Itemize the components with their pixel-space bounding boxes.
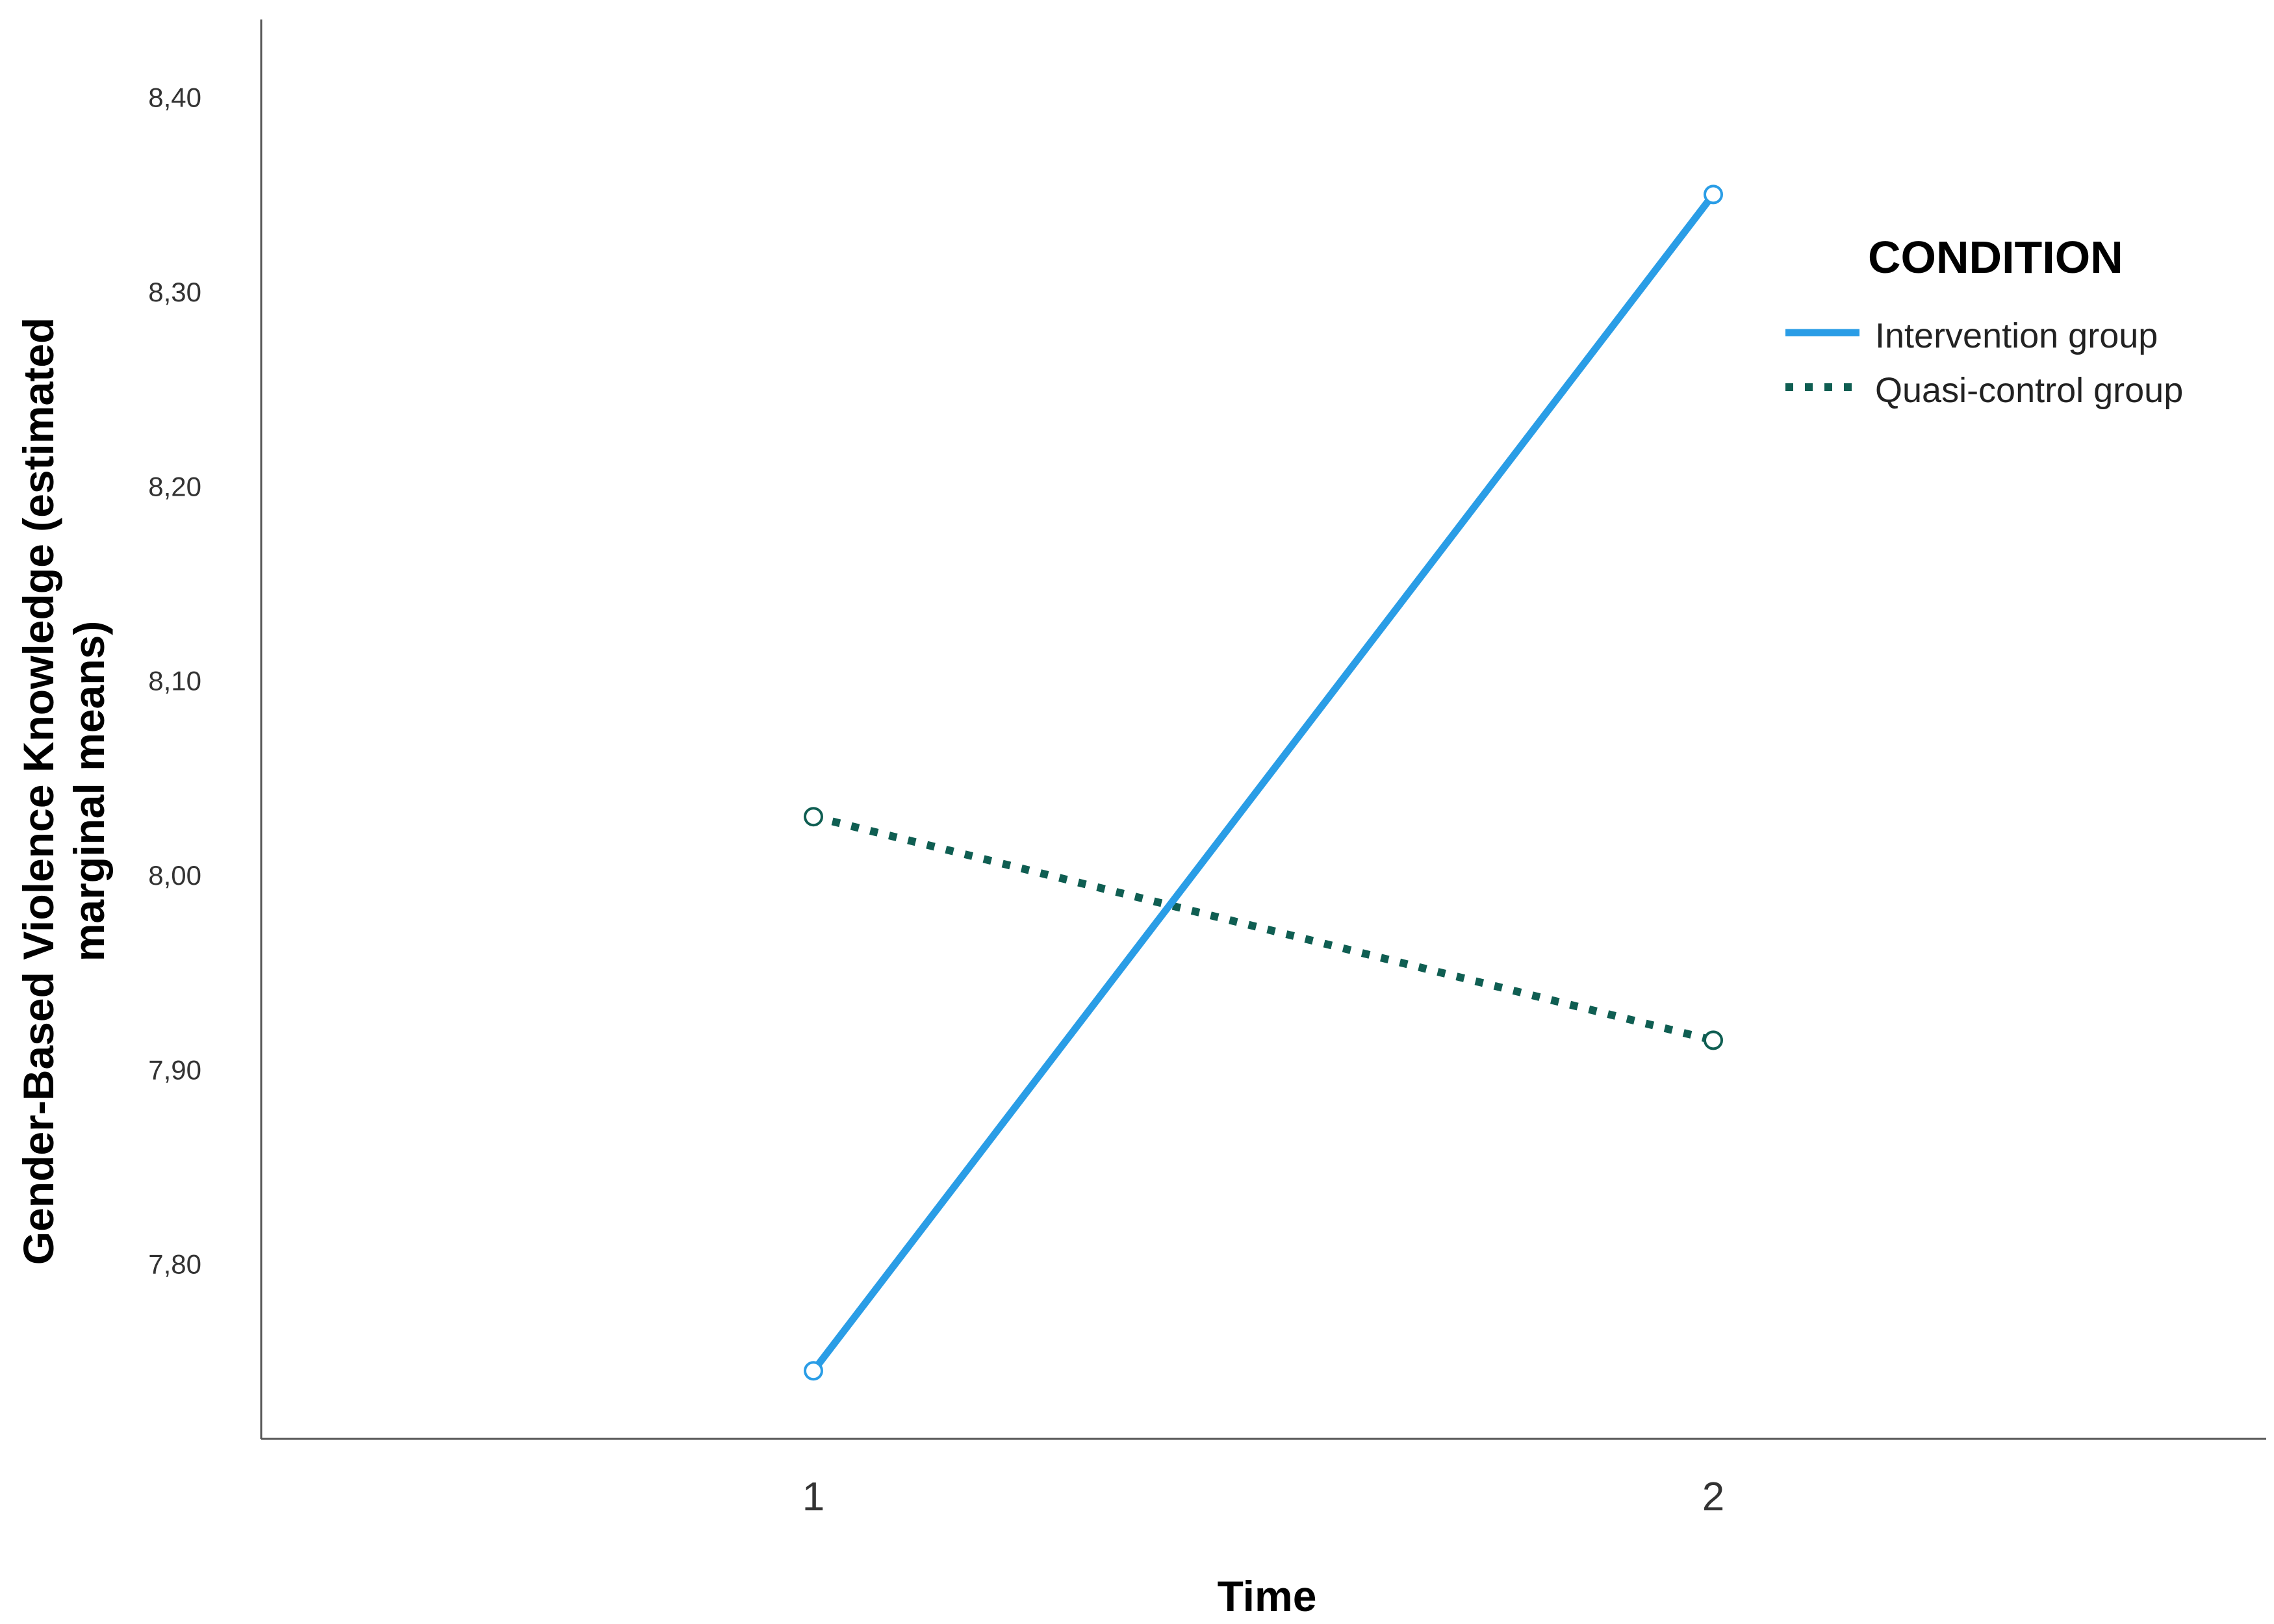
series-line-intervention-group	[810, 190, 1717, 1375]
data-point-intervention-group	[804, 1361, 823, 1381]
y-tick-label: 8,40	[148, 82, 201, 113]
y-tick-label: 7,80	[148, 1249, 201, 1280]
y-tick-label: 8,10	[148, 666, 201, 696]
data-point-quasi-control-group	[804, 807, 823, 827]
x-tick-label: 2	[1702, 1475, 1724, 1519]
y-tick-label: 7,90	[148, 1054, 201, 1085]
legend: CONDITION Intervention group Quasi-contr…	[1785, 232, 2183, 410]
series-line-quasi-control-group	[812, 813, 1715, 1045]
y-tick-label: 8,30	[148, 277, 201, 307]
y-ticks: 7,80 7,90 8,00 8,10 8,20 8,30 8,40	[148, 82, 201, 1280]
x-tick-label: 1	[802, 1475, 824, 1519]
legend-label-intervention: Intervention group	[1875, 316, 2158, 355]
y-tick-label: 8,00	[148, 860, 201, 891]
y-axis-title-line-1: Gender-Based Violence Knowledge (estimat…	[14, 318, 62, 1265]
axes	[260, 19, 2266, 1440]
series-layer	[804, 184, 1723, 1381]
y-axis-title-line-2: marginal means)	[65, 621, 113, 962]
legend-title: CONDITION	[1868, 232, 2123, 283]
data-point-quasi-control-group	[1704, 1030, 1723, 1050]
data-point-intervention-group	[1704, 184, 1723, 205]
legend-label-quasi-control: Quasi-control group	[1875, 371, 2183, 410]
y-tick-label: 8,20	[148, 471, 201, 501]
x-axis-title: Time	[1218, 1572, 1317, 1620]
